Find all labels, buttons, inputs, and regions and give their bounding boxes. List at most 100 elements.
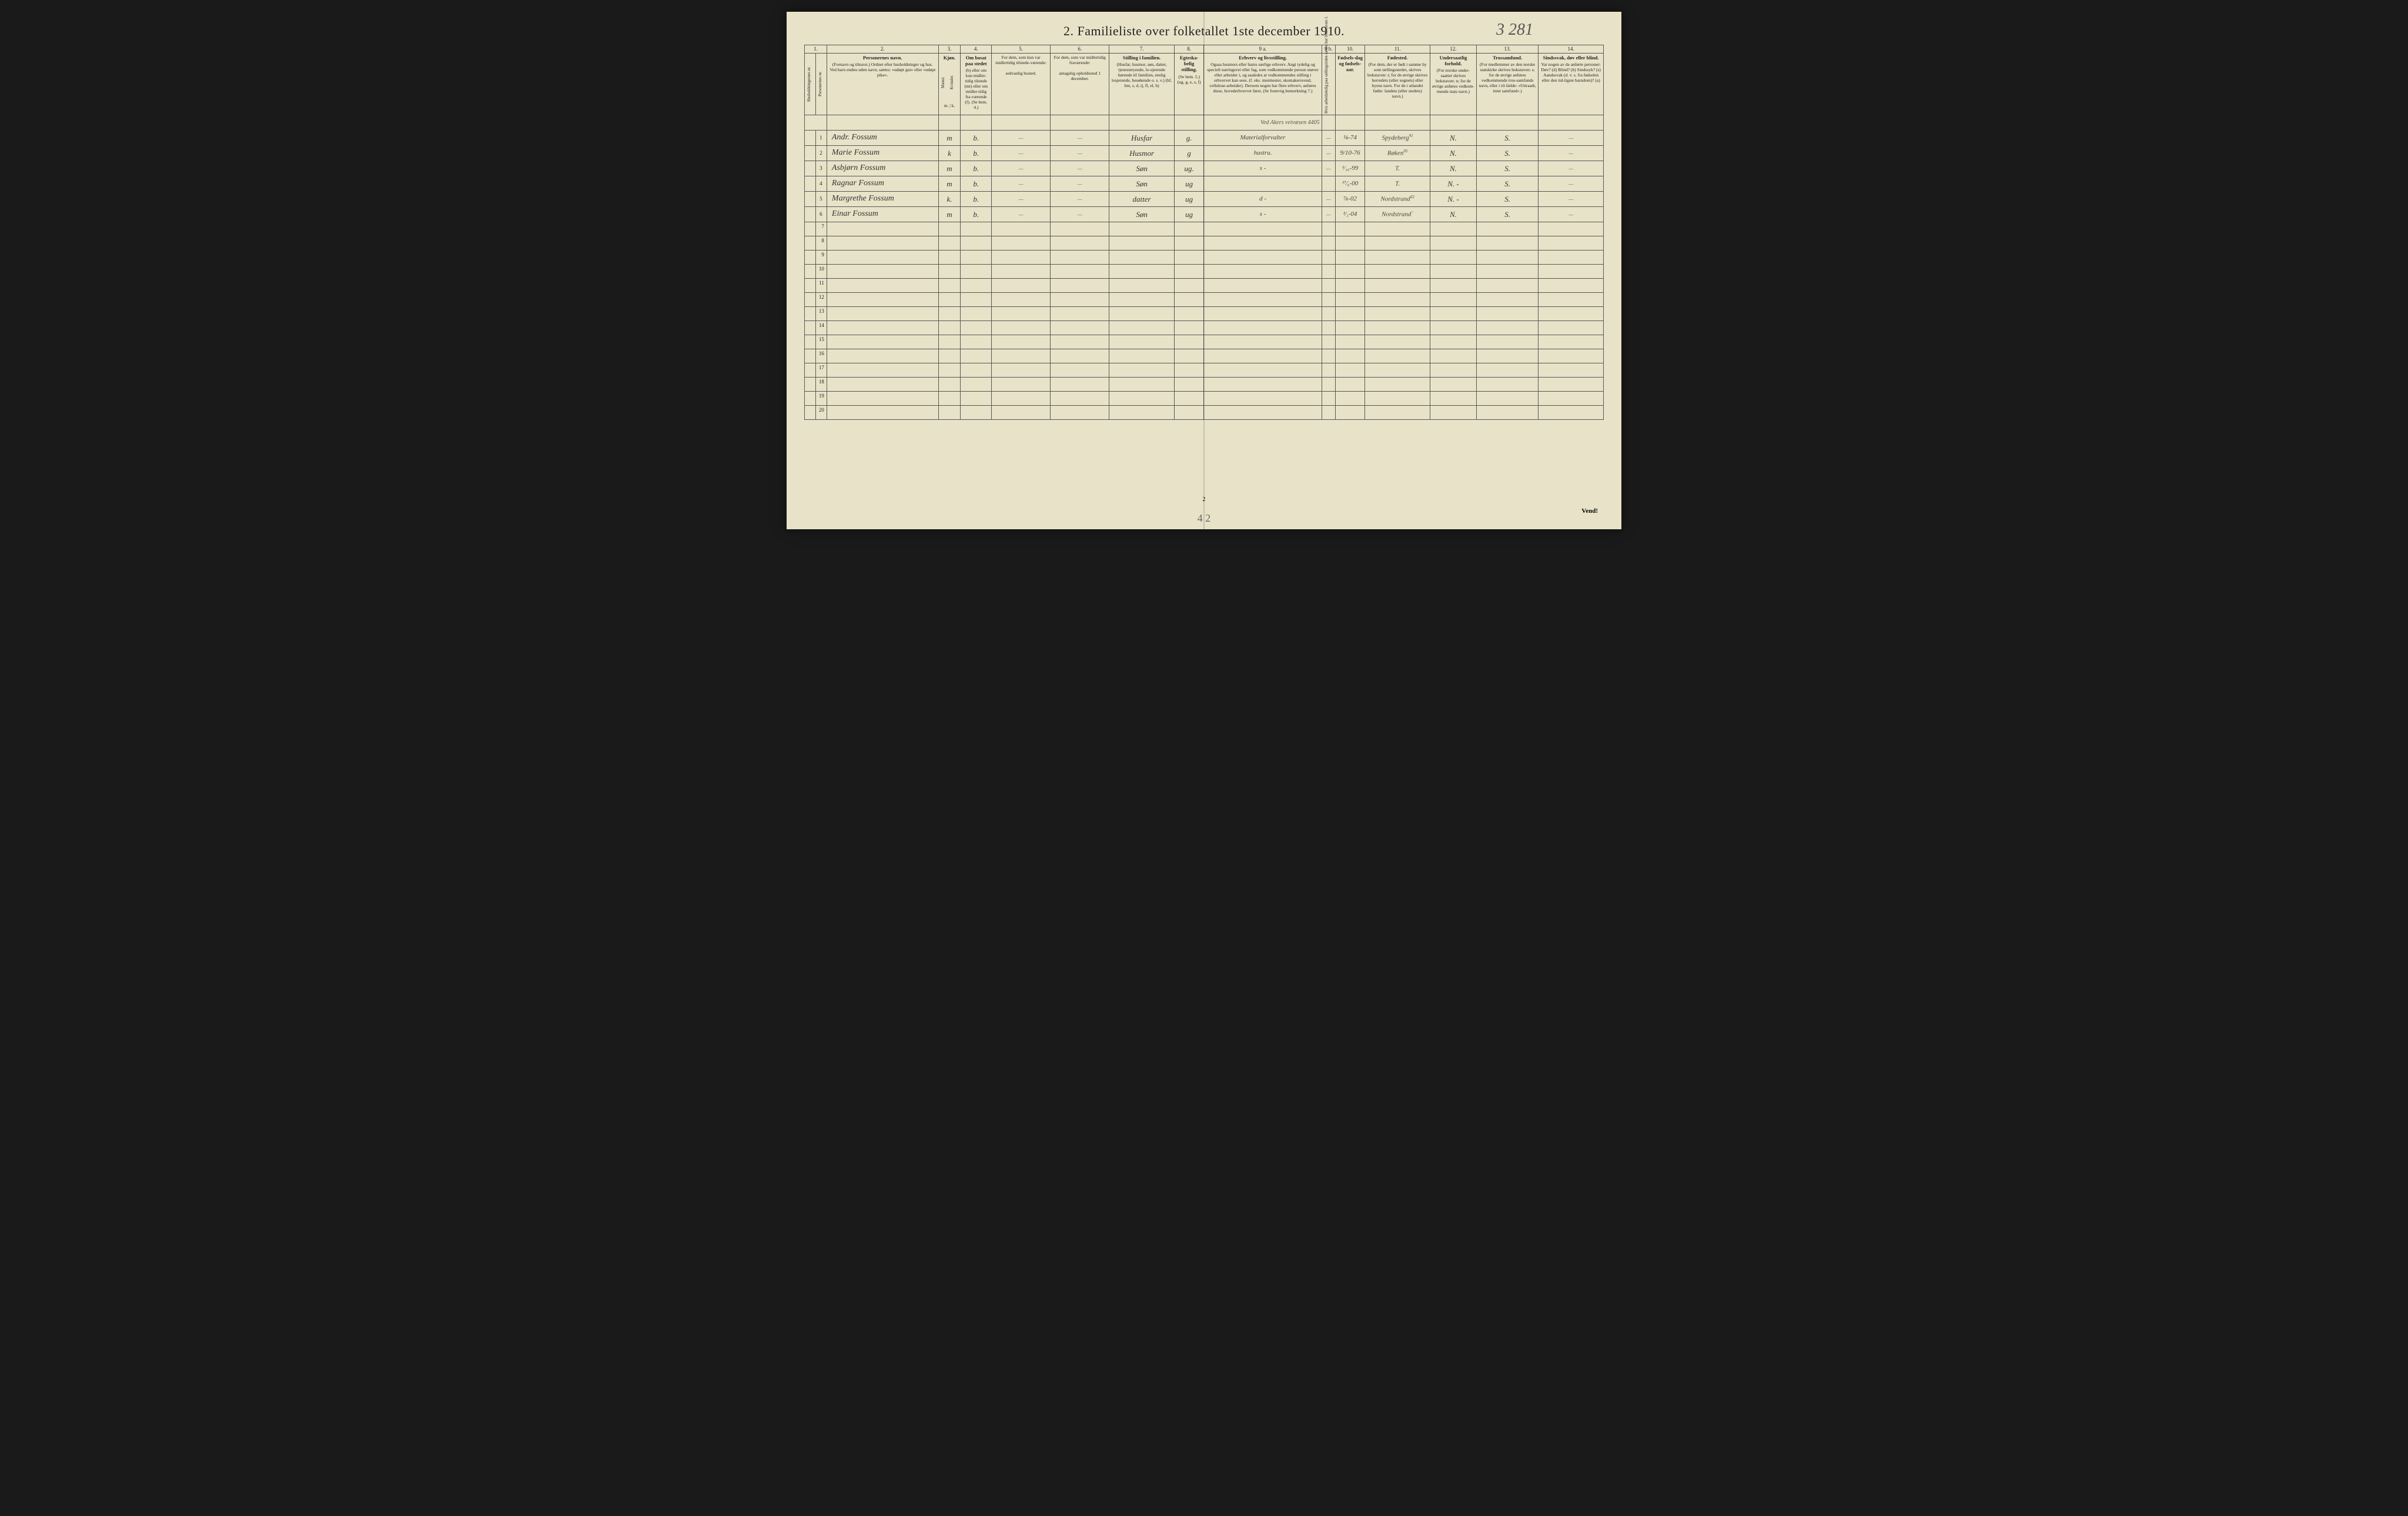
colnum-8: 8. [1174,45,1204,54]
fodselsdato: ¹⁷⁄₆-00 [1335,176,1365,192]
person-num: 18 [815,378,827,392]
bosat: b. [961,176,992,192]
col5: — [992,146,1051,161]
header-fodested: Fødested. (For dem, der er født i samme … [1365,54,1430,115]
header-undersaatlig: Undersaatlig forhold. (For norske under-… [1430,54,1476,115]
footer-handwriting: 4 2 [1198,512,1211,525]
person-num: 20 [815,406,827,420]
egteskab: g. [1174,131,1204,146]
person-name: Ragnar Fossum [827,176,938,192]
person-num: 14 [815,321,827,335]
person-num: 5 [815,192,827,207]
table-row: 3 Asbjørn Fossum m b. — — Søn ug. s - — … [805,161,1604,176]
household-num [805,349,816,363]
col5: — [992,192,1051,207]
header-husholdning: Husholdningernes nr. [805,54,816,115]
census-page: 2. Familieliste over folketallet 1ste de… [787,12,1621,529]
header-trossamfund: Trossamfund. (For medlemmer av den norsk… [1476,54,1538,115]
colnum-6: 6. [1051,45,1109,54]
person-num: 9 [815,251,827,265]
sindssvak: — [1539,146,1604,161]
undersaatlig: N. - [1430,192,1476,207]
household-num [805,146,816,161]
footer-page-number: 2 [1203,496,1206,503]
table-row: 6 Einar Fossum m b. — — Søn ug s - — ²⁄₁… [805,207,1604,222]
fodselsdato: ⅞-02 [1335,192,1365,207]
table-row: 10 [805,265,1604,279]
header-erhverv: Erhverv og livsstilling. Ogsaa husmors e… [1204,54,1322,115]
fodested: T. [1365,176,1430,192]
trossamfund: S. [1476,192,1538,207]
sindssvak: — [1539,161,1604,176]
table-row: 17 [805,363,1604,378]
bosat: b. [961,192,992,207]
col6: — [1051,176,1109,192]
erhverv-annotation: Ved Akers veivæsen 4405 [1204,115,1322,131]
fodested: Nordstrand~ [1365,207,1430,222]
fodselsdato: ²⁄₁-04 [1335,207,1365,222]
trossamfund: S. [1476,176,1538,192]
undersaatlig: N. [1430,161,1476,176]
person-num: 16 [815,349,827,363]
sindssvak: — [1539,207,1604,222]
person-name: Margrethe Fossum [827,192,938,207]
person-name: Marie Fossum [827,146,938,161]
egteskab: ug [1174,192,1204,207]
trossamfund: S. [1476,146,1538,161]
sex: m [938,131,961,146]
annotation-row: Ved Akers veivæsen 4405 [805,115,1604,131]
household-num [805,406,816,420]
col6: — [1051,146,1109,161]
person-num: 8 [815,236,827,251]
col6: — [1051,131,1109,146]
census-table: 1. 2. 3. 4. 5. 6. 7. 8. 9 a. 9 b. 10. 11… [804,45,1604,420]
bosat: b. [961,207,992,222]
arbeidsledig: — [1322,207,1335,222]
header-sindssvak: Sindssvak, døv eller blind. Var nogen av… [1539,54,1604,115]
table-row: 20 [805,406,1604,420]
household-num [805,207,816,222]
erhverv: hustru. [1204,146,1322,161]
table-row: 9 [805,251,1604,265]
header-fodselsdato: Fødsels-dag og fødsels-aar. [1335,54,1365,115]
person-num: 7 [815,222,827,236]
arbeidsledig: — [1322,192,1335,207]
sindssvak: — [1539,192,1604,207]
sex: m [938,207,961,222]
egteskab: ug [1174,207,1204,222]
sindssvak: — [1539,176,1604,192]
household-num [805,279,816,293]
data-rows-body: 1 Andr. Fossum m b. — — Husfar g. Materi… [805,131,1604,222]
household-num [805,236,816,251]
colnum-3: 3. [938,45,961,54]
fodested: Røken05 [1365,146,1430,161]
household-num [805,293,816,307]
undersaatlig: N. [1430,131,1476,146]
stilling: Søn [1109,207,1175,222]
bosat: b. [961,131,992,146]
erhverv [1204,176,1322,192]
trossamfund: S. [1476,207,1538,222]
header-person-nr: Personernes nr. [815,54,827,115]
table-row: 18 [805,378,1604,392]
erhverv: Materialforvalter [1204,131,1322,146]
trossamfund: S. [1476,161,1538,176]
table-body: Ved Akers veivæsen 4405 [805,115,1604,131]
person-name: Andr. Fossum [827,131,938,146]
egteskab: ug. [1174,161,1204,176]
table-row: 16 [805,349,1604,363]
household-num [805,321,816,335]
household-num [805,335,816,349]
header-arbeidsledig: Hvis arbeidsledig paa tællingstiden sætt… [1322,54,1335,115]
col5: — [992,176,1051,192]
trossamfund: S. [1476,131,1538,146]
table-row: 7 [805,222,1604,236]
table-row: 14 [805,321,1604,335]
header-midl-fravarende: For dem, som var midlertidig fraværende:… [1051,54,1109,115]
fodested: Nordstrand02 [1365,192,1430,207]
erhverv: d - [1204,192,1322,207]
table-row: 4 Ragnar Fossum m b. — — Søn ug ¹⁷⁄₆-00 … [805,176,1604,192]
person-num: 10 [815,265,827,279]
title-row: 2. Familieliste over folketallet 1ste de… [804,24,1604,39]
person-num: 3 [815,161,827,176]
